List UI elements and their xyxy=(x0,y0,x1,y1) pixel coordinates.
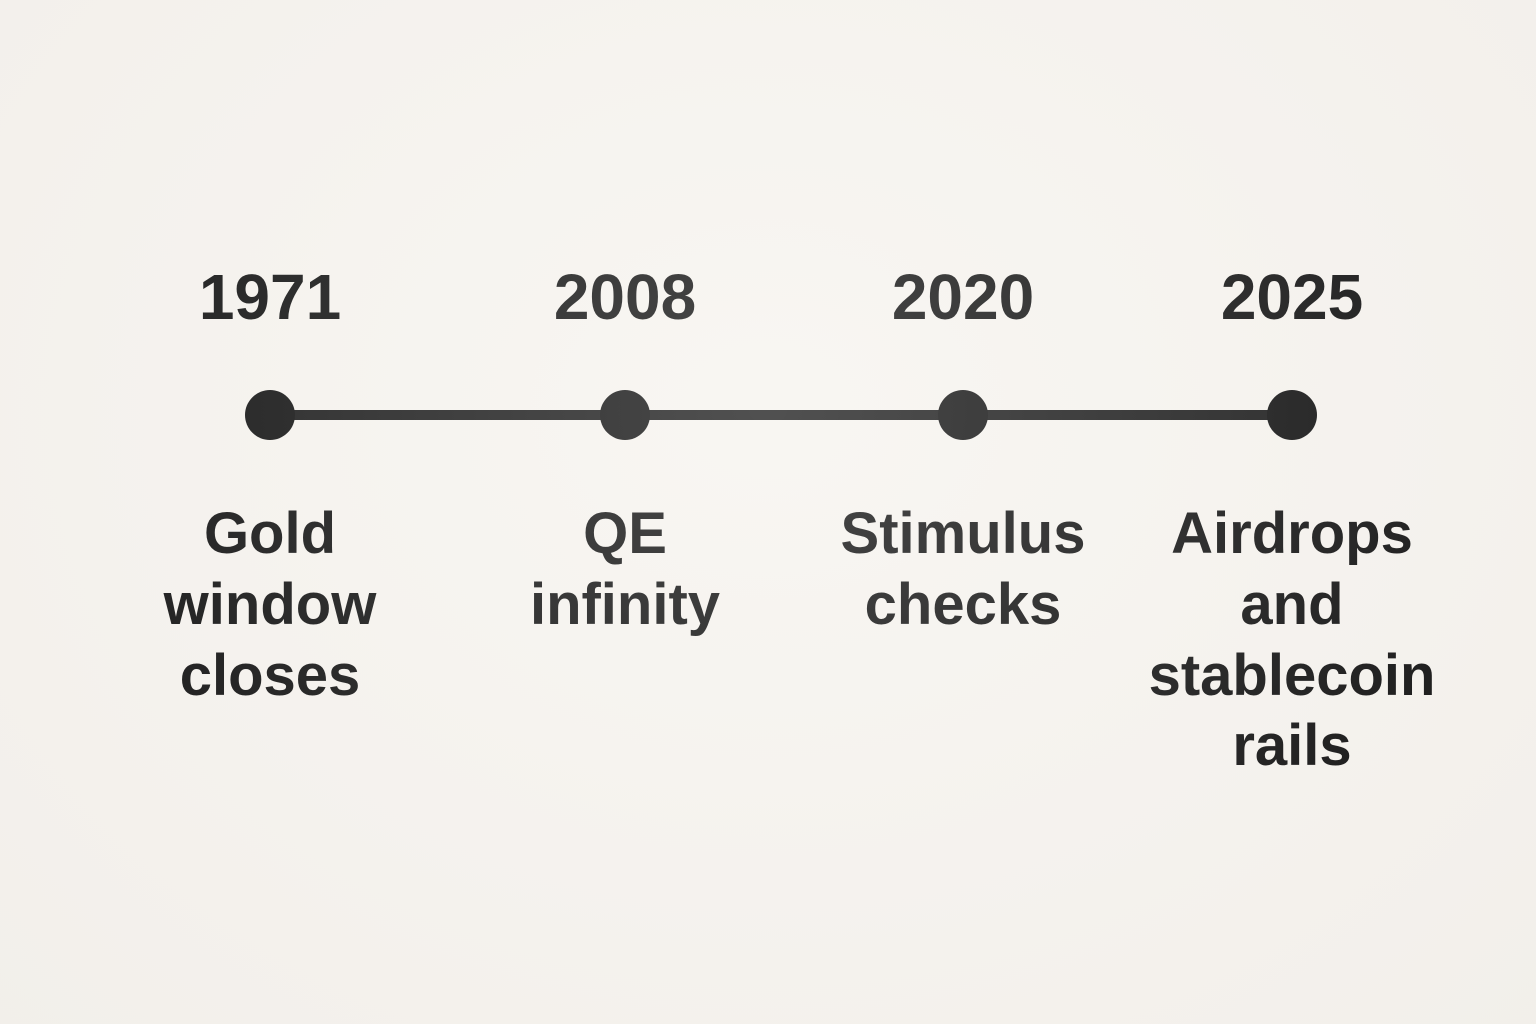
event-year: 2020 xyxy=(891,261,1035,333)
event-label: QE infinity xyxy=(529,501,721,637)
event-dot xyxy=(600,390,650,440)
timeline-axis-line xyxy=(270,410,1292,420)
event-label: Gold window closes xyxy=(163,501,377,708)
event-dot xyxy=(1267,390,1317,440)
event-label: Airdrops and stablecoin rails xyxy=(1148,501,1436,779)
event-year: 1971 xyxy=(198,261,342,333)
event-year: 2025 xyxy=(1220,261,1364,333)
event-label: Stimulus checks xyxy=(840,501,1086,637)
event-dot xyxy=(245,390,295,440)
event-dot xyxy=(938,390,988,440)
event-year: 2008 xyxy=(553,261,697,333)
